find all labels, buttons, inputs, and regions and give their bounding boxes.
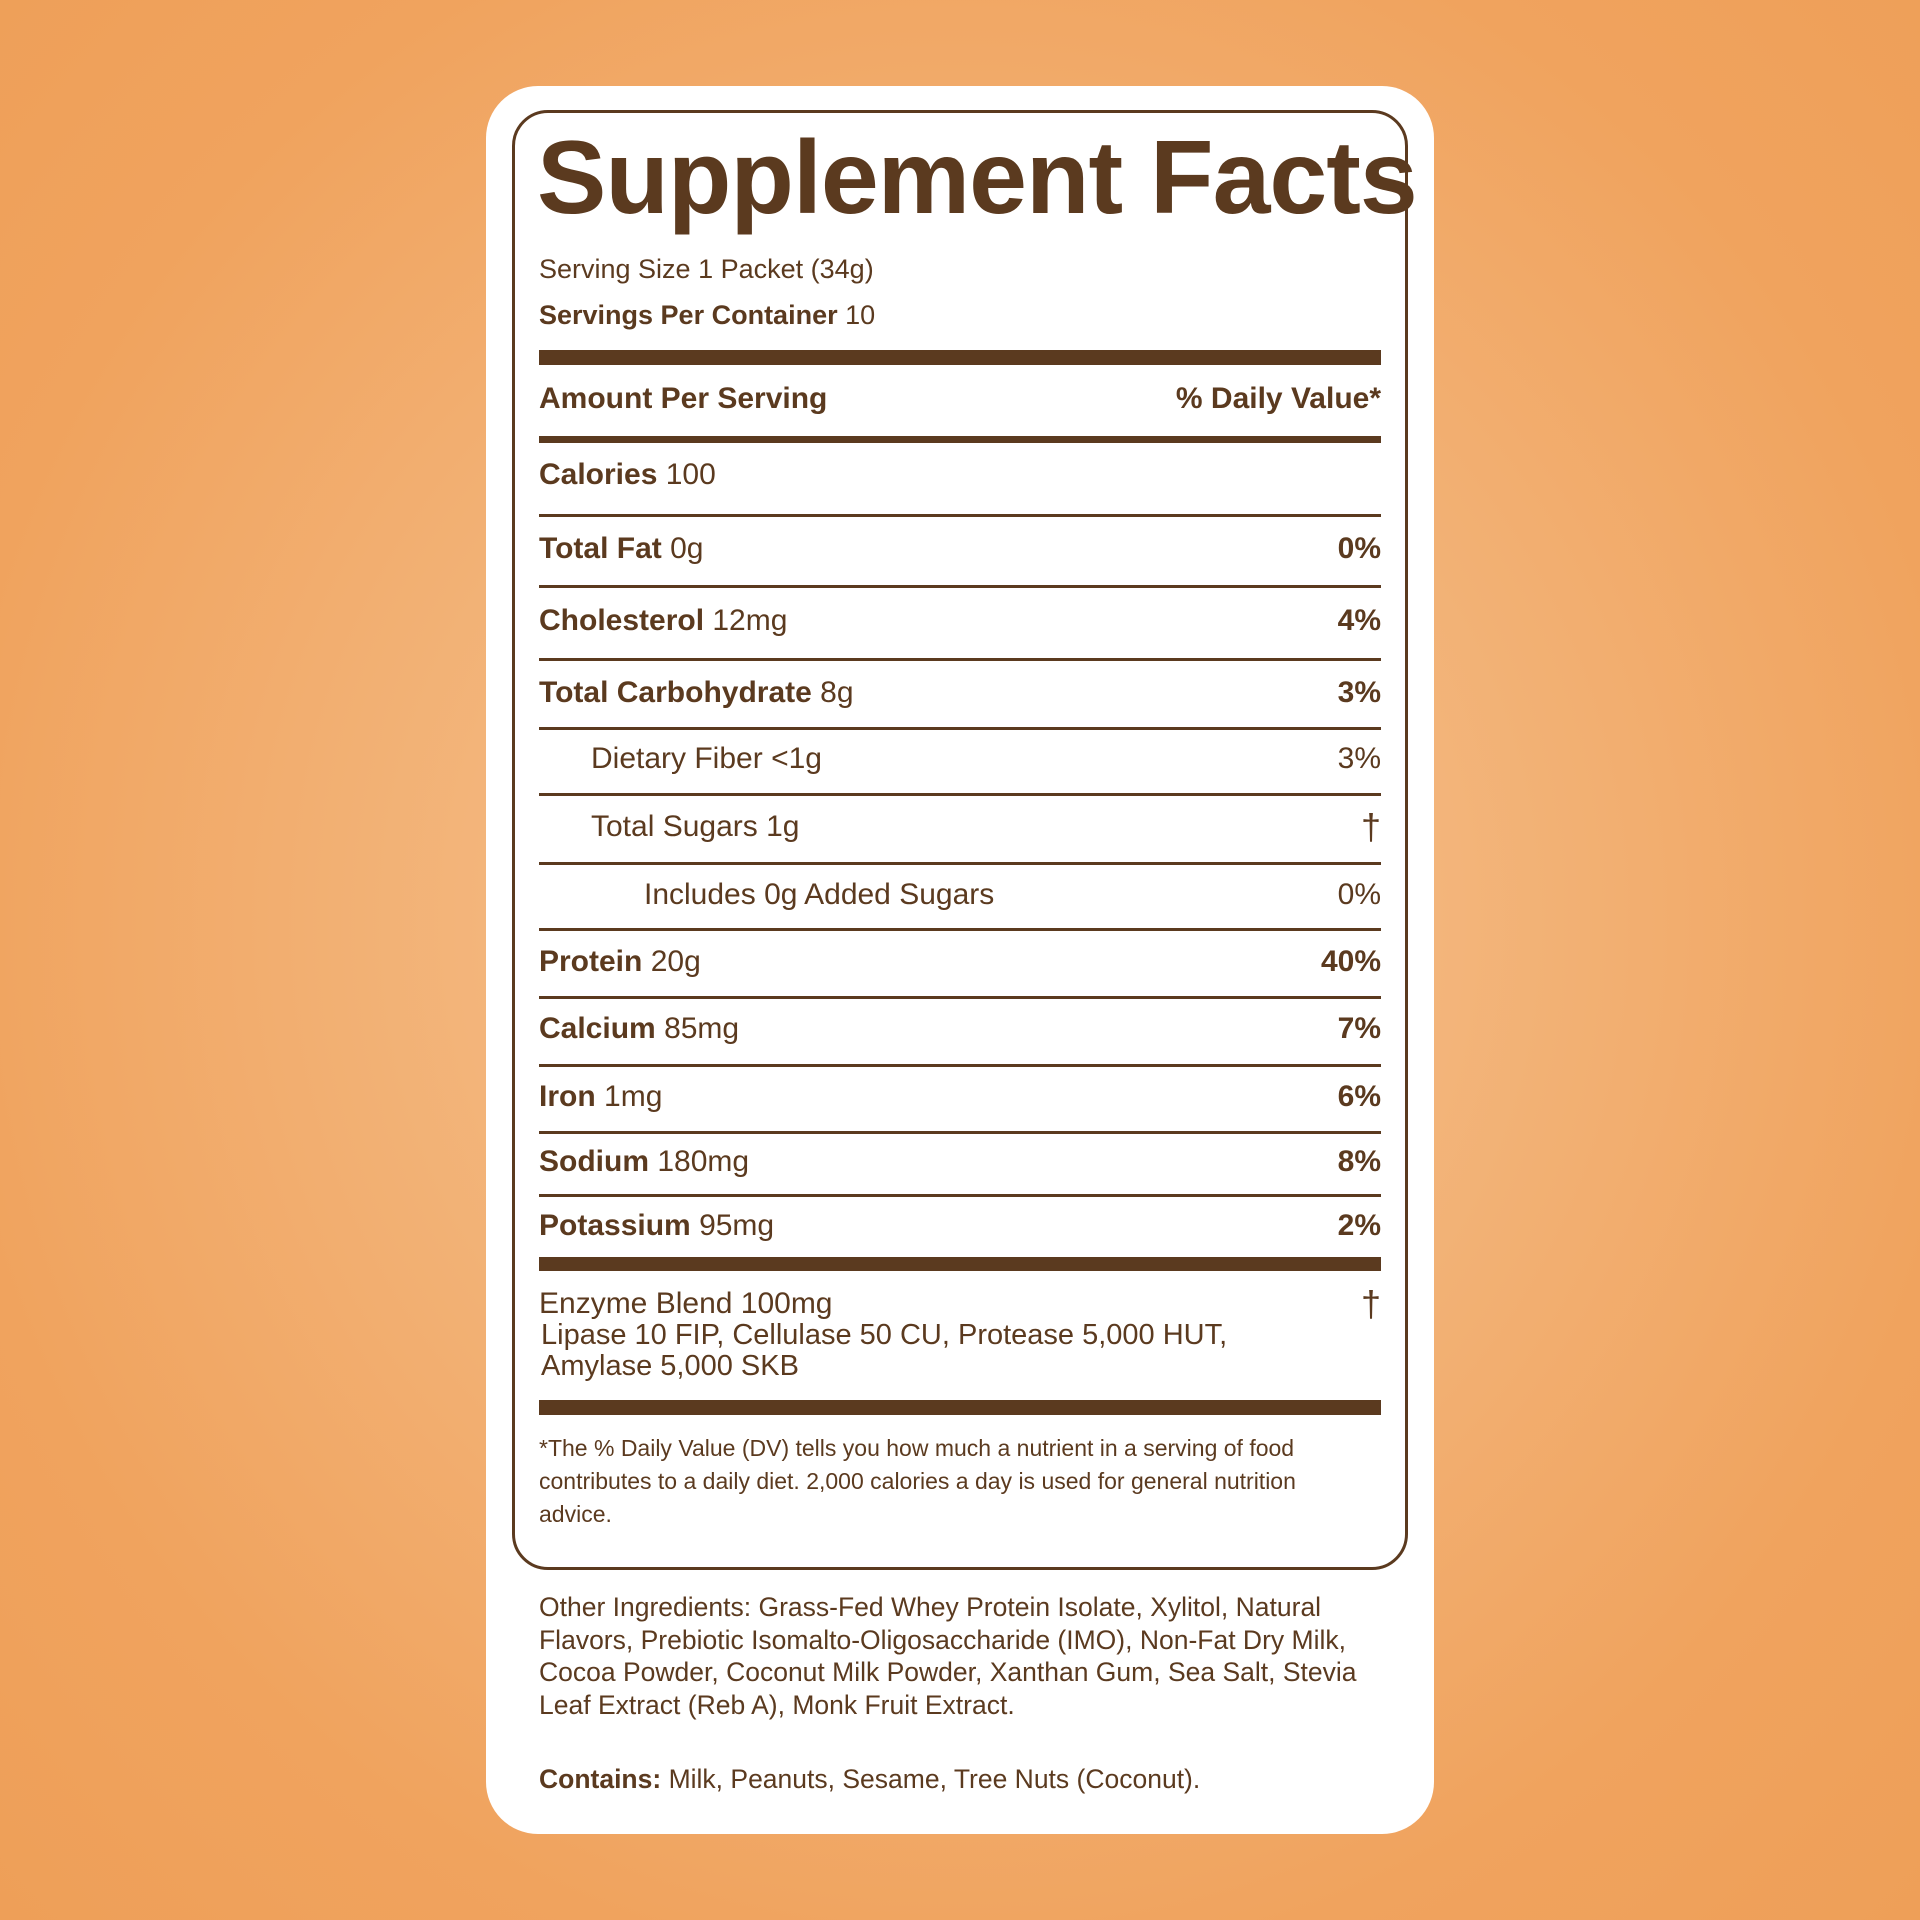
nutrient-amount: 1mg <box>604 1080 663 1113</box>
thin-divider <box>539 658 1381 661</box>
nutrient-amount: 20g <box>650 945 701 978</box>
nutrient-row: Total Sugars 1g † <box>539 809 1381 845</box>
enzyme-blend-row: Enzyme Blend 100mg † <box>539 1286 1381 1322</box>
nutrient-label: Potassium <box>539 1209 691 1242</box>
enzyme-blend-components: Lipase 10 FIP, Cellulase 50 CU, Protease… <box>541 1320 1227 1382</box>
nutrient-amount: 8g <box>820 676 854 709</box>
nutrient-daily-value: 3% <box>1337 742 1381 775</box>
other-ingredients: Other Ingredients: Grass-Fed Whey Protei… <box>539 1592 1357 1720</box>
serving-size: Serving Size 1 Packet (34g) <box>539 252 874 286</box>
serving-size-label: Serving Size <box>539 254 691 284</box>
calories-row: Calories 100 <box>539 457 1381 493</box>
nutrient-label: Sodium <box>539 1145 649 1178</box>
thin-divider <box>539 793 1381 796</box>
nutrient-row: Sodium 180mg 8% <box>539 1144 1381 1180</box>
nutrient-label: Dietary Fiber <box>591 742 763 775</box>
facts-panel-border <box>512 110 1408 1570</box>
calories-label: Calories <box>539 458 658 491</box>
servings-per-container: Servings Per Container 10 <box>539 298 875 332</box>
nutrient-amount: 180mg <box>657 1145 750 1178</box>
nutrient-row: Dietary Fiber <1g 3% <box>539 741 1381 777</box>
thin-divider <box>539 1064 1381 1067</box>
nutrient-daily-value: 7% <box>1337 1012 1381 1045</box>
nutrient-row: Calcium 85mg 7% <box>539 1011 1381 1047</box>
nutrient-amount: 85mg <box>664 1012 740 1045</box>
daily-value-footnote: *The % Daily Value (DV) tells you how mu… <box>539 1435 1296 1527</box>
nutrient-daily-value: 6% <box>1337 1080 1381 1113</box>
thin-divider <box>539 1194 1381 1197</box>
nutrient-row: Total Carbohydrate 8g 3% <box>539 675 1381 711</box>
thin-divider <box>539 1131 1381 1134</box>
nutrient-daily-value: 40% <box>1320 945 1381 978</box>
thin-divider <box>539 514 1381 517</box>
nutrient-label: Total Carbohydrate <box>539 676 812 709</box>
calories-value: 100 <box>665 458 716 491</box>
nutrient-amount: 95mg <box>699 1209 775 1242</box>
allergen-statement: Contains: Milk, Peanuts, Sesame, Tree Nu… <box>539 1762 1200 1796</box>
contains-label: Contains: <box>539 1764 662 1794</box>
thick-divider <box>539 1257 1381 1271</box>
thin-divider <box>539 862 1381 865</box>
nutrient-amount: <1g <box>771 742 822 775</box>
nutrient-daily-value: † <box>1360 806 1381 847</box>
nutrient-label: Includes 0g Added Sugars <box>644 878 995 911</box>
nutrient-daily-value: 2% <box>1337 1209 1381 1242</box>
nutrient-daily-value: 3% <box>1337 676 1381 709</box>
nutrient-row: Cholesterol 12mg 4% <box>539 603 1381 639</box>
nutrient-daily-value: 0% <box>1337 878 1381 911</box>
nutrient-label: Total Fat <box>539 532 662 565</box>
nutrient-amount: 12mg <box>712 604 788 637</box>
thin-divider <box>539 727 1381 730</box>
contains-value: Milk, Peanuts, Sesame, Tree Nuts (Coconu… <box>668 1764 1201 1794</box>
thin-divider <box>539 996 1381 999</box>
nutrient-row: Potassium 95mg 2% <box>539 1208 1381 1244</box>
enzyme-blend-dv: † <box>1360 1283 1381 1324</box>
nutrient-label: Protein <box>539 945 643 978</box>
nutrient-label: Iron <box>539 1080 596 1113</box>
servings-value: 10 <box>845 300 876 330</box>
servings-label: Servings Per Container <box>539 300 838 330</box>
amount-header: Amount Per Serving % Daily Value* <box>539 381 1381 417</box>
medium-divider <box>539 436 1381 443</box>
supplement-facts-card <box>486 86 1434 1834</box>
thick-divider <box>539 350 1381 365</box>
nutrient-row: Protein 20g 40% <box>539 944 1381 980</box>
nutrient-row: Includes 0g Added Sugars 0% <box>539 877 1381 913</box>
nutrient-daily-value: 0% <box>1337 532 1381 565</box>
nutrient-amount: 0g <box>670 532 704 565</box>
daily-value-header: % Daily Value* <box>1175 382 1381 415</box>
amount-per-serving: Amount Per Serving <box>539 382 828 415</box>
nutrient-daily-value: 8% <box>1337 1145 1381 1178</box>
nutrient-label: Total Sugars <box>591 810 758 843</box>
nutrient-row: Total Fat 0g 0% <box>539 531 1381 567</box>
enzyme-line-1: Lipase 10 FIP, Cellulase 50 CU, Protease… <box>541 1319 1228 1351</box>
thin-divider <box>539 585 1381 588</box>
nutrient-label: Calcium <box>539 1012 656 1045</box>
serving-size-value: 1 Packet (34g) <box>698 254 874 284</box>
thick-divider <box>539 1400 1381 1415</box>
enzyme-line-2: Amylase 5,000 SKB <box>541 1350 799 1382</box>
page-title: Supplement Facts <box>537 120 1418 236</box>
nutrient-label: Cholesterol <box>539 604 705 637</box>
enzyme-blend-label: Enzyme Blend 100mg <box>539 1287 833 1320</box>
nutrient-row: Iron 1mg 6% <box>539 1079 1381 1115</box>
thin-divider <box>539 928 1381 931</box>
nutrient-daily-value: 4% <box>1337 604 1381 637</box>
nutrient-amount: 1g <box>766 810 800 843</box>
